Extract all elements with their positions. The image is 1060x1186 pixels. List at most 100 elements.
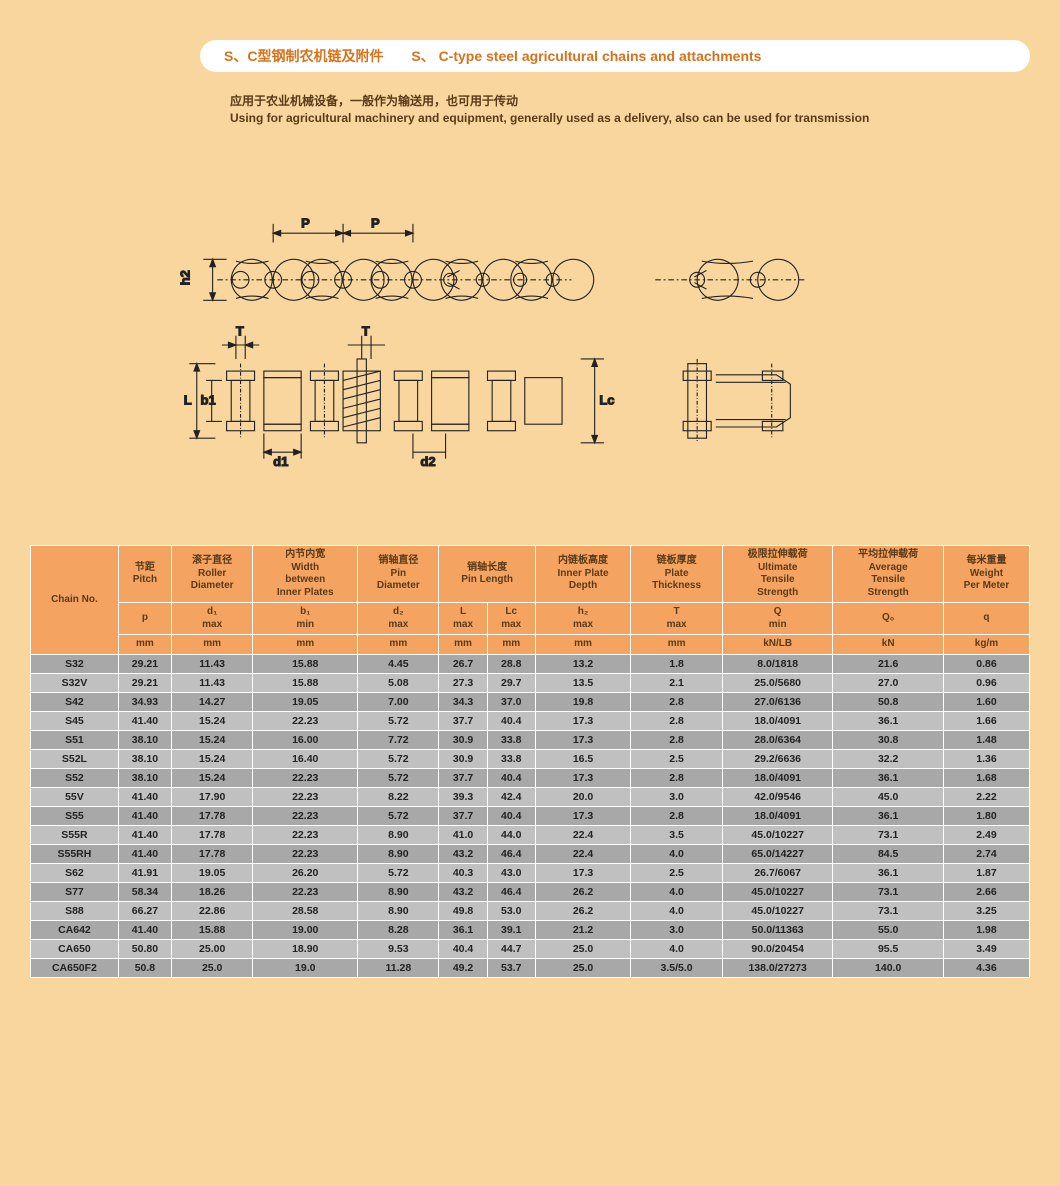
cell: 8.90: [358, 825, 439, 844]
cell: 15.88: [253, 673, 358, 692]
cell: 15.24: [172, 768, 253, 787]
cell: S52: [31, 768, 119, 787]
col-unit: mm: [118, 635, 171, 655]
cell: 29.21: [118, 654, 171, 673]
cell: 8.90: [358, 882, 439, 901]
table-row: S32V29.2111.4315.885.0827.329.713.52.125…: [31, 673, 1030, 692]
cell: 39.3: [439, 787, 487, 806]
cell: 19.05: [253, 692, 358, 711]
cell: 0.96: [943, 673, 1029, 692]
cell: 73.1: [833, 901, 944, 920]
cell: 50.80: [118, 939, 171, 958]
col-unit: mm: [535, 635, 630, 655]
cell: 138.0/27273: [722, 958, 833, 977]
cell: S51: [31, 730, 119, 749]
col-sym: Qmin: [722, 603, 833, 635]
cell: 19.05: [172, 863, 253, 882]
cell: 1.80: [943, 806, 1029, 825]
col-sym: b₁min: [253, 603, 358, 635]
col-sym: Tmax: [631, 603, 723, 635]
cell: S77: [31, 882, 119, 901]
cell: 22.23: [253, 787, 358, 806]
cell: 65.0/14227: [722, 844, 833, 863]
cell: 29.21: [118, 673, 171, 692]
cell: 18.90: [253, 939, 358, 958]
cell: 42.4: [487, 787, 535, 806]
header-row-1: Chain No. 节距Pitch滚子直径RollerDiameter内节内宽W…: [31, 546, 1030, 603]
cell: 17.3: [535, 768, 630, 787]
cell: 73.1: [833, 882, 944, 901]
cell: 50.8: [833, 692, 944, 711]
cell: 1.98: [943, 920, 1029, 939]
cell: 50.8: [118, 958, 171, 977]
cell: 17.90: [172, 787, 253, 806]
cell: 18.0/4091: [722, 806, 833, 825]
cell: 0.86: [943, 654, 1029, 673]
cell: 22.23: [253, 768, 358, 787]
cell: 37.7: [439, 768, 487, 787]
title-bar: S、C型钢制农机链及附件 S、 C-type steel agricultura…: [200, 40, 1030, 72]
cell: 8.90: [358, 901, 439, 920]
cell: S55: [31, 806, 119, 825]
cell: 2.1: [631, 673, 723, 692]
cell: 28.58: [253, 901, 358, 920]
cell: 21.2: [535, 920, 630, 939]
cell: 1.8: [631, 654, 723, 673]
cell: 3.5: [631, 825, 723, 844]
cell: 1.68: [943, 768, 1029, 787]
cell: 90.0/20454: [722, 939, 833, 958]
desc-en: Using for agricultural machinery and equ…: [230, 111, 1030, 125]
cell: 1.87: [943, 863, 1029, 882]
cell: 15.24: [172, 711, 253, 730]
spec-table: Chain No. 节距Pitch滚子直径RollerDiameter内节内宽W…: [30, 545, 1030, 978]
dim-P2: P: [371, 216, 380, 231]
cell: 19.8: [535, 692, 630, 711]
col-sym: Lcmax: [487, 603, 535, 635]
cell: 26.2: [535, 882, 630, 901]
col-header: 平均拉伸载荷AverageTensileStrength: [833, 546, 944, 603]
table-row: S3229.2111.4315.884.4526.728.813.21.88.0…: [31, 654, 1030, 673]
cell: 29.7: [487, 673, 535, 692]
table-row: S5138.1015.2416.007.7230.933.817.32.828.…: [31, 730, 1030, 749]
cell: 30.9: [439, 730, 487, 749]
cell: 3.49: [943, 939, 1029, 958]
table-header: Chain No. 节距Pitch滚子直径RollerDiameter内节内宽W…: [31, 546, 1030, 655]
cell: 55V: [31, 787, 119, 806]
cell: 49.8: [439, 901, 487, 920]
dim-h2: h2: [180, 270, 192, 285]
header-row-3: mmmmmmmmmmmmmmmmkN/LBkNkg/m: [31, 635, 1030, 655]
dim-b1: b1: [201, 393, 216, 408]
cell: 1.66: [943, 711, 1029, 730]
cell: CA650F2: [31, 958, 119, 977]
cell: 45.0/10227: [722, 882, 833, 901]
table-row: CA64241.4015.8819.008.2836.139.121.23.05…: [31, 920, 1030, 939]
cell: 39.1: [487, 920, 535, 939]
cell: 34.3: [439, 692, 487, 711]
col-header: 每米重量WeightPer Meter: [943, 546, 1029, 603]
cell: 30.9: [439, 749, 487, 768]
cell: 14.27: [172, 692, 253, 711]
cell: 26.7: [439, 654, 487, 673]
cell: 37.7: [439, 806, 487, 825]
cell: 26.7/6067: [722, 863, 833, 882]
cell: 140.0: [833, 958, 944, 977]
col-sym: p: [118, 603, 171, 635]
cell: 3.5/5.0: [631, 958, 723, 977]
cell: 42.0/9546: [722, 787, 833, 806]
cell: 9.53: [358, 939, 439, 958]
cell: 17.78: [172, 825, 253, 844]
cell: 58.34: [118, 882, 171, 901]
cell: 40.4: [487, 711, 535, 730]
cell: 46.4: [487, 844, 535, 863]
cell: 22.86: [172, 901, 253, 920]
dim-T: T: [236, 324, 244, 339]
cell: 41.0: [439, 825, 487, 844]
cell: 43.2: [439, 882, 487, 901]
col-header: 节距Pitch: [118, 546, 171, 603]
cell: S32: [31, 654, 119, 673]
cell: 22.4: [535, 844, 630, 863]
table-row: S55R41.4017.7822.238.9041.044.022.43.545…: [31, 825, 1030, 844]
cell: 37.0: [487, 692, 535, 711]
cell: 27.0/6136: [722, 692, 833, 711]
cell: 2.22: [943, 787, 1029, 806]
